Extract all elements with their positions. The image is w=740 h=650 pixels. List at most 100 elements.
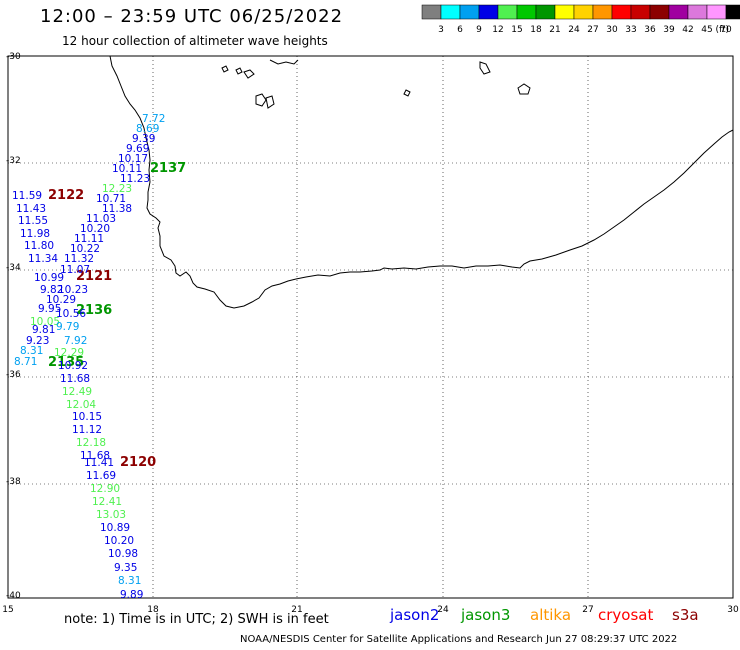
color-bin-label: 18 bbox=[530, 25, 542, 35]
wave-height-label: 12.41 bbox=[92, 496, 122, 508]
color-bin-label: 6 bbox=[457, 25, 463, 35]
wave-height-label: 9.82 bbox=[40, 284, 63, 296]
wave-height-label: 10.05 bbox=[30, 316, 60, 328]
wave-height-label: 9.69 bbox=[126, 143, 149, 155]
wave-height-label: 11.11 bbox=[74, 233, 104, 245]
wave-height-label: 10.71 bbox=[96, 193, 126, 205]
wave-height-label: 10.23 bbox=[58, 284, 88, 296]
inland-features bbox=[221, 59, 531, 109]
wave-height-label: 10.17 bbox=[118, 153, 148, 165]
wave-height-label: 10.15 bbox=[72, 411, 102, 423]
wave-height-label: 12.18 bbox=[76, 437, 106, 449]
wave-height-label: 11.07 bbox=[60, 264, 90, 276]
longitude-tick: 21 bbox=[291, 605, 302, 615]
longitude-tick: 30 bbox=[727, 605, 739, 615]
wave-height-label: 8.31 bbox=[20, 345, 43, 357]
wave-height-label: 9.35 bbox=[114, 562, 137, 574]
wave-height-label: 12.23 bbox=[102, 183, 132, 195]
wave-height-label: 10.99 bbox=[34, 272, 64, 284]
color-bin-label: 3 bbox=[438, 25, 444, 35]
latitude-tick: -40 bbox=[6, 591, 21, 601]
wave-height-label: 9.23 bbox=[26, 335, 49, 347]
wave-height-label: 11.23 bbox=[120, 173, 150, 185]
color-bin-label: 45 bbox=[701, 25, 712, 35]
wave-height-label: 12.49 bbox=[62, 386, 92, 398]
wave-height-label: 11.98 bbox=[20, 228, 50, 240]
wave-height-label: 11.38 bbox=[102, 203, 132, 215]
color-bin-label: 30 bbox=[606, 25, 618, 35]
wave-height-label: 10.29 bbox=[46, 294, 76, 306]
wave-height-label: 8.69 bbox=[136, 123, 159, 135]
wave-height-label: 10.20 bbox=[80, 223, 110, 235]
wave-height-label: 10.98 bbox=[108, 548, 138, 560]
color-bin-label: 15 bbox=[511, 25, 522, 35]
wave-height-label: 11.12 bbox=[72, 424, 102, 436]
mission-label-jason3: jason3 bbox=[461, 606, 511, 624]
color-bin-label: 39 bbox=[663, 25, 675, 35]
color-bin-label: 36 bbox=[644, 25, 656, 35]
page-title: 12:00 – 23:59 UTC 06/25/2022 bbox=[40, 6, 344, 27]
wave-height-label: 9.81 bbox=[32, 324, 55, 336]
mission-label-s3a: s3a bbox=[672, 606, 699, 624]
pass-time-label: 2137 bbox=[150, 161, 186, 176]
wave-height-label: 10.89 bbox=[100, 522, 130, 534]
wave-height-label: 11.32 bbox=[64, 253, 94, 265]
wave-height-label: 11.55 bbox=[18, 215, 48, 227]
graticule bbox=[8, 56, 733, 598]
color-bin-label: 70 bbox=[720, 25, 732, 35]
color-bin-label: 33 bbox=[625, 25, 636, 35]
map-frame bbox=[7, 55, 734, 599]
latitude-tick: -36 bbox=[6, 370, 21, 380]
color-scale-legend: 3 6 9 12 15 18 21 24 27 30 33 36 39 42 45 70(ft) bbox=[421, 4, 740, 35]
color-bin-label: 42 bbox=[682, 25, 693, 35]
wave-height-label: 11.68 bbox=[60, 373, 90, 385]
longitude-tick: 27 bbox=[582, 605, 593, 615]
latitude-tick: -38 bbox=[6, 477, 21, 487]
latitude-tick-labels: -30 -32 -34 -36 -38 -40 bbox=[6, 52, 21, 601]
longitude-tick: 24 bbox=[437, 605, 449, 615]
color-bar-unit: (ft) bbox=[715, 25, 729, 35]
latitude-tick: -30 bbox=[6, 52, 21, 62]
wave-height-label: 11.68 bbox=[80, 450, 110, 462]
mission-label-altika: altika bbox=[530, 606, 572, 624]
mission-label-jason2: jason2 bbox=[390, 606, 440, 624]
wave-height-label: 13.03 bbox=[96, 509, 126, 521]
wave-height-label: 7.92 bbox=[64, 335, 87, 347]
pass-time-label: 2120 bbox=[120, 455, 156, 470]
pass-time-label: 2135 bbox=[48, 355, 84, 370]
wave-height-label: 9.95 bbox=[38, 303, 61, 315]
wave-height-labels: 7.728.699.399.6910.1710.1111.2312.2310.7… bbox=[12, 113, 165, 601]
color-bin-label: 9 bbox=[476, 25, 482, 35]
wave-height-label: 8.31 bbox=[118, 575, 141, 587]
longitude-tick: 15 bbox=[2, 605, 13, 615]
wave-height-label: 11.34 bbox=[28, 253, 58, 265]
coastline-south-africa bbox=[109, 55, 734, 309]
wave-height-label: 11.80 bbox=[24, 240, 54, 252]
wave-height-label: 10.92 bbox=[58, 360, 88, 372]
page-subtitle: 12 hour collection of altimeter wave hei… bbox=[62, 34, 328, 48]
wave-height-label: 9.39 bbox=[132, 133, 155, 145]
color-bin-label: 27 bbox=[587, 25, 598, 35]
wave-height-label: 12.04 bbox=[66, 399, 96, 411]
color-bin-label: 21 bbox=[549, 25, 560, 35]
wave-height-label: 10.22 bbox=[70, 243, 100, 255]
wave-height-label: 7.72 bbox=[142, 113, 165, 125]
longitude-tick: 18 bbox=[147, 605, 159, 615]
wave-height-label: 10.20 bbox=[104, 535, 134, 547]
color-bin-label: 12 bbox=[492, 25, 503, 35]
footnote: note: 1) Time is in UTC; 2) SWH is in fe… bbox=[64, 612, 329, 627]
wave-height-label: 10.11 bbox=[112, 163, 142, 175]
pass-time-label: 2121 bbox=[76, 269, 112, 284]
color-bin-swatch bbox=[725, 4, 740, 20]
wave-height-label: 9.89 bbox=[120, 589, 143, 601]
wave-height-label: 9.79 bbox=[56, 321, 79, 333]
wave-height-label: 11.69 bbox=[86, 470, 116, 482]
wave-height-label: 11.43 bbox=[16, 203, 46, 215]
latitude-tick: -32 bbox=[6, 156, 21, 166]
wave-height-label: 10.56 bbox=[56, 308, 86, 320]
wave-height-label: 12.90 bbox=[90, 483, 120, 495]
wave-height-label: 8.71 bbox=[14, 356, 37, 368]
longitude-tick-labels: 15 18 21 24 27 30 bbox=[2, 605, 739, 615]
wave-height-label: 11.41 bbox=[84, 457, 114, 469]
wave-height-label: 11.59 bbox=[12, 190, 42, 202]
